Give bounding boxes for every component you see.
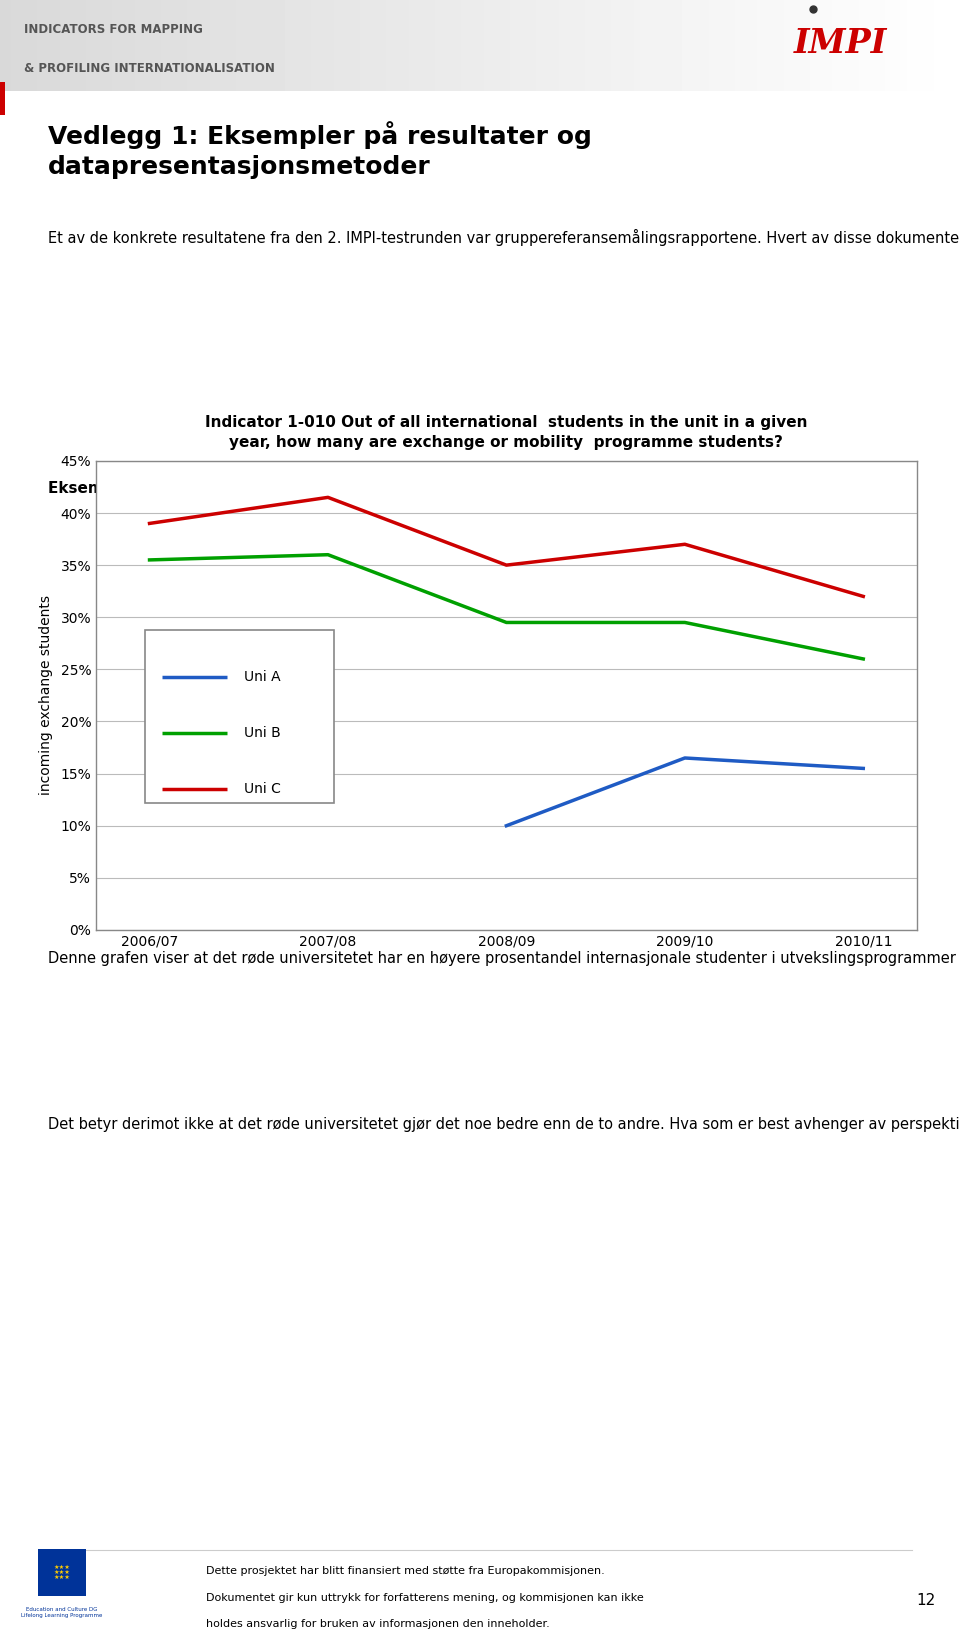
Text: ★★★
★★★
★★★: ★★★ ★★★ ★★★ bbox=[54, 1565, 70, 1580]
Text: Dokumentet gir kun uttrykk for forfatterens mening, og kommisjonen kan ikke: Dokumentet gir kun uttrykk for forfatter… bbox=[206, 1593, 644, 1603]
Text: Det betyr derimot ikke at det røde universitetet gjør det noe bedre enn de to an: Det betyr derimot ikke at det røde unive… bbox=[48, 1114, 960, 1132]
Text: Uni C: Uni C bbox=[244, 782, 280, 797]
Text: Uni B: Uni B bbox=[244, 726, 280, 741]
Bar bbox=[38, 1597, 85, 1639]
Text: Education and Culture DG
Lifelong Learning Programme: Education and Culture DG Lifelong Learni… bbox=[21, 1606, 103, 1618]
Text: Dette prosjektet har blitt finansiert med støtte fra Europakommisjonen.: Dette prosjektet har blitt finansiert me… bbox=[206, 1565, 605, 1575]
Text: Denne grafen viser at det røde universitetet har en høyere prosentandel internas: Denne grafen viser at det røde universit… bbox=[48, 950, 960, 966]
Bar bbox=[38, 1549, 85, 1597]
Text: Eksempel 1:: Eksempel 1: bbox=[48, 481, 152, 497]
Text: IMPI: IMPI bbox=[793, 26, 887, 59]
Text: Et av de konkrete resultatene fra den 2. IMPI-testrunden var gruppereferansemåli: Et av de konkrete resultatene fra den 2.… bbox=[48, 229, 960, 247]
Text: 12: 12 bbox=[917, 1593, 936, 1608]
Text: Uni A: Uni A bbox=[244, 670, 280, 683]
Title: Indicator 1-010 Out of all international  students in the unit in a given
year, : Indicator 1-010 Out of all international… bbox=[205, 415, 807, 449]
Text: & PROFILING INTERNATIONALISATION: & PROFILING INTERNATIONALISATION bbox=[24, 61, 275, 74]
FancyBboxPatch shape bbox=[145, 630, 334, 803]
Y-axis label: incoming exchange students: incoming exchange students bbox=[39, 596, 54, 795]
Text: holdes ansvarlig for bruken av informasjonen den inneholder.: holdes ansvarlig for bruken av informasj… bbox=[206, 1620, 550, 1630]
Text: Vedlegg 1: Eksempler på resultater og
datapresentasjonsmetoder: Vedlegg 1: Eksempler på resultater og da… bbox=[48, 122, 592, 179]
Text: INDICATORS FOR MAPPING: INDICATORS FOR MAPPING bbox=[24, 23, 203, 36]
